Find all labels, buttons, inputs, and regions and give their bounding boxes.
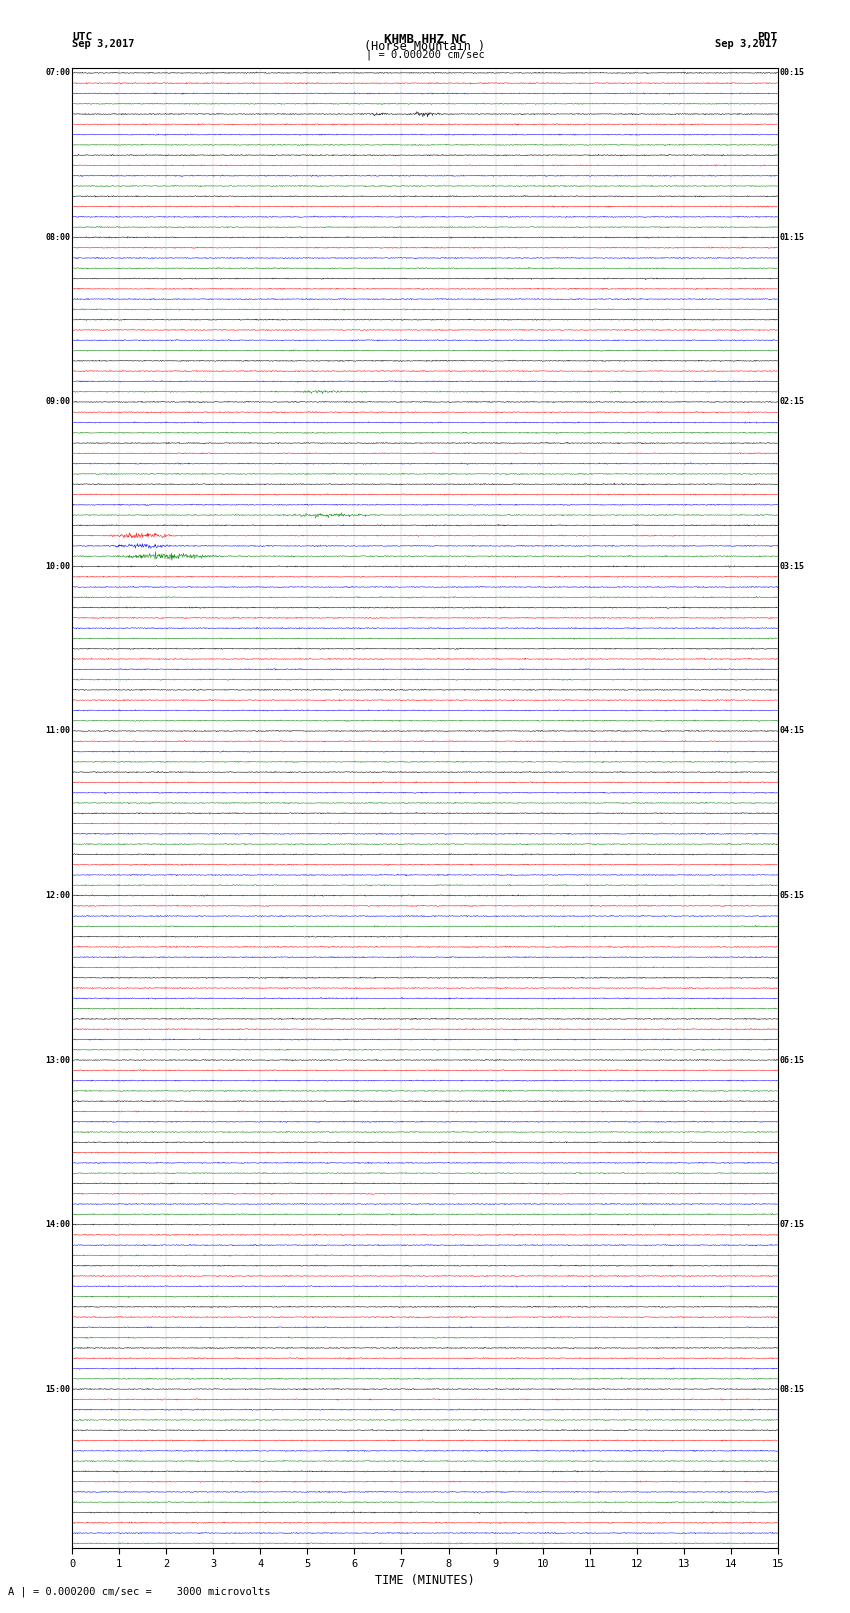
Text: 08:00: 08:00 [45, 232, 71, 242]
Text: 07:15: 07:15 [779, 1219, 805, 1229]
X-axis label: TIME (MINUTES): TIME (MINUTES) [375, 1574, 475, 1587]
Text: UTC: UTC [72, 32, 93, 42]
Text: KHMB HHZ NC: KHMB HHZ NC [383, 32, 467, 45]
Text: 03:15: 03:15 [779, 561, 805, 571]
Text: 07:00: 07:00 [45, 68, 71, 77]
Text: 14:00: 14:00 [45, 1219, 71, 1229]
Text: | = 0.000200 cm/sec: | = 0.000200 cm/sec [366, 50, 484, 60]
Text: 11:00: 11:00 [45, 726, 71, 736]
Text: (Horse Mountain ): (Horse Mountain ) [365, 40, 485, 53]
Text: Sep 3,2017: Sep 3,2017 [72, 39, 135, 50]
Text: A | = 0.000200 cm/sec =    3000 microvolts: A | = 0.000200 cm/sec = 3000 microvolts [8, 1586, 271, 1597]
Text: PDT: PDT [757, 32, 778, 42]
Text: 08:15: 08:15 [779, 1384, 805, 1394]
Text: 13:00: 13:00 [45, 1055, 71, 1065]
Text: 02:15: 02:15 [779, 397, 805, 406]
Text: 10:00: 10:00 [45, 561, 71, 571]
Text: 06:15: 06:15 [779, 1055, 805, 1065]
Text: 01:15: 01:15 [779, 232, 805, 242]
Text: Sep 3,2017: Sep 3,2017 [715, 39, 778, 50]
Text: 04:15: 04:15 [779, 726, 805, 736]
Text: 12:00: 12:00 [45, 890, 71, 900]
Text: 05:15: 05:15 [779, 890, 805, 900]
Text: 00:15: 00:15 [779, 68, 805, 77]
Text: 09:00: 09:00 [45, 397, 71, 406]
Text: 15:00: 15:00 [45, 1384, 71, 1394]
